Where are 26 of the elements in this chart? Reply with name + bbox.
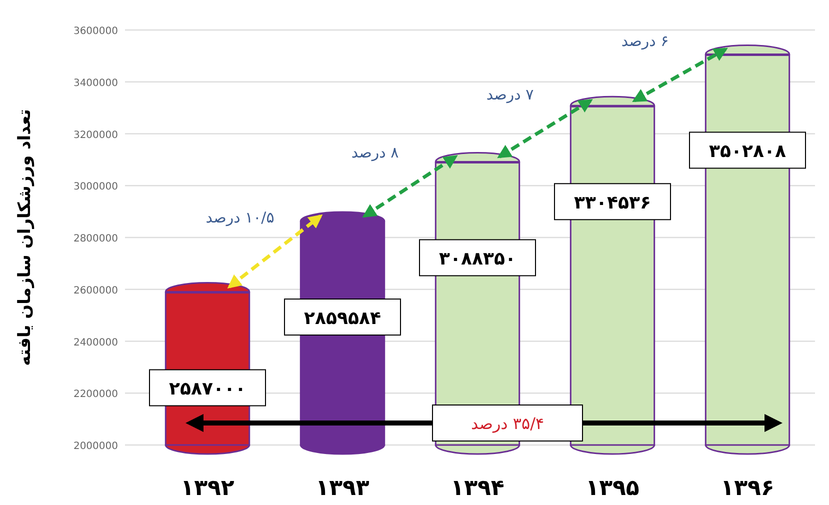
annotation-callout: ۳۵/۴ درصد	[432, 404, 583, 442]
data-label: ۳۳۰۴۵۳۶	[574, 192, 651, 214]
y-tick-label: 2400000	[73, 337, 118, 348]
x-tick-label: ۱۳۹۶	[720, 476, 774, 501]
annotation: ۶ درصد	[621, 32, 669, 50]
data-label: ۲۸۵۹۵۸۴	[304, 308, 381, 330]
y-tick-label: 2200000	[73, 389, 118, 400]
annotation: ۳۵/۴ درصد	[470, 414, 544, 433]
y-tick-label: 3000000	[73, 182, 118, 193]
y-tick-label: 3200000	[73, 130, 118, 141]
y-tick-label: 2800000	[73, 234, 118, 244]
y-axis-title: تعداد ورزشکاران سازمان یافته	[15, 109, 35, 366]
annotation: ۸ درصد	[351, 143, 399, 162]
x-tick-label: ۱۳۹۵	[586, 476, 640, 501]
y-tick-label: 3400000	[73, 78, 118, 89]
y-tick-label: 2600000	[73, 285, 118, 296]
annotation: ۷ درصد	[486, 86, 534, 104]
x-tick-label: ۱۳۹۳	[316, 476, 370, 501]
data-label: ۳۵۰۲۸۰۸	[709, 141, 786, 162]
y-tick-label: 3600000	[73, 26, 118, 37]
y-tick-label: 2000000	[73, 441, 118, 452]
data-label: ۲۵۸۷۰۰۰	[169, 378, 246, 400]
x-tick-label: ۱۳۹۲	[180, 476, 235, 501]
annotation: ۱۰/۵ درصد	[206, 208, 274, 226]
x-tick-label: ۱۳۹۴	[450, 476, 504, 501]
data-label: ۳۰۸۸۳۵۰	[439, 248, 516, 270]
